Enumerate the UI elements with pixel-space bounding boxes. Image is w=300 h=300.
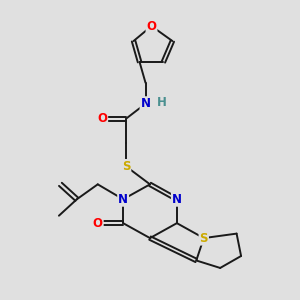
Text: S: S [122, 160, 130, 173]
Text: S: S [200, 232, 208, 244]
Text: O: O [97, 112, 107, 125]
Text: H: H [157, 96, 167, 109]
Text: O: O [93, 217, 103, 230]
Text: O: O [146, 20, 157, 33]
Text: N: N [172, 193, 182, 206]
Text: N: N [140, 97, 151, 110]
Text: N: N [118, 193, 128, 206]
